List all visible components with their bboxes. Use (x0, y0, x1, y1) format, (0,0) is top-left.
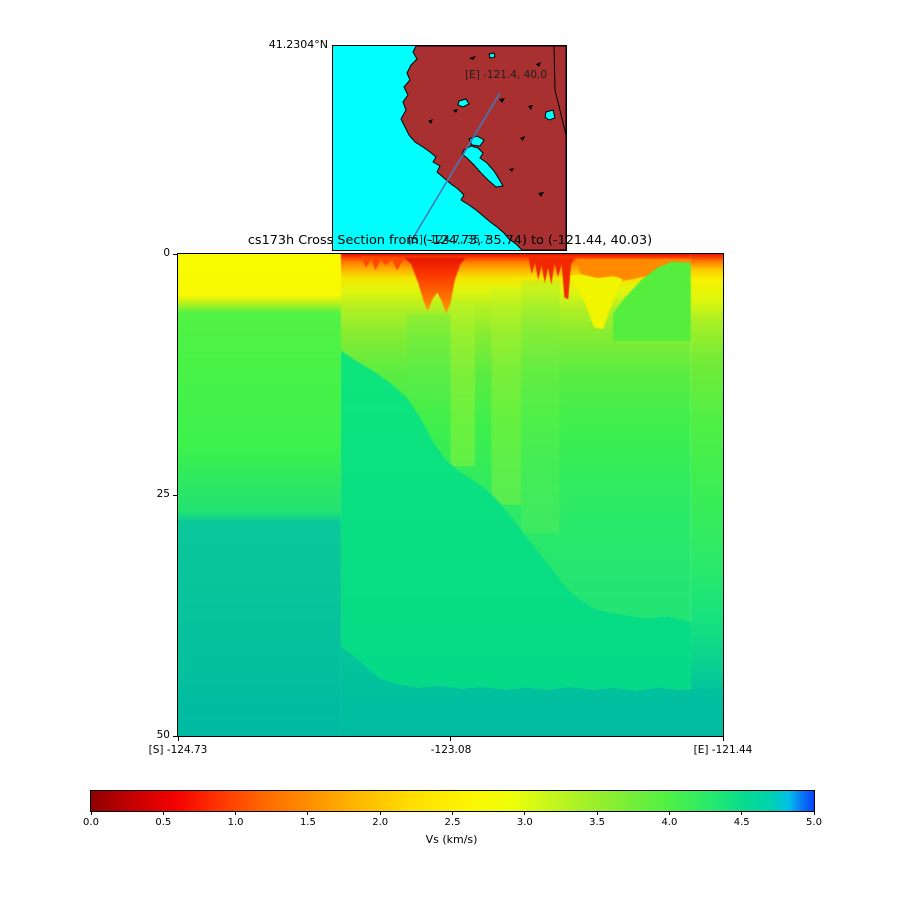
colorbar-tick-label: 0.5 (155, 817, 172, 828)
inset-map-svg (333, 46, 566, 250)
colorbar-tick-mark (162, 811, 164, 815)
colorbar-tick-mark (741, 811, 743, 815)
map-shape-terrain-mark-3 (499, 98, 505, 103)
colorbar-tick-mark (524, 811, 526, 815)
y-tick-label: 0 (163, 247, 170, 259)
x-tick-label: -123.08 (430, 744, 472, 756)
inset-map: [E] -121.4, 40.0 [S] -124.7, 35.7 (332, 45, 567, 251)
map-shape-terrain-mark-7 (538, 192, 544, 197)
x-tick-mark (722, 736, 724, 741)
map-shape-terrain-mark-6 (453, 109, 458, 113)
colorbar-tick-mark (90, 811, 92, 815)
map-shape-state-border (553, 46, 566, 136)
x-tick-mark (450, 736, 452, 741)
y-tick-mark (173, 735, 178, 737)
map-latitude-label: 41.2304°N (268, 38, 328, 51)
colorbar-tick-label: 4.0 (661, 817, 678, 828)
colorbar-tick-label: 2.0 (372, 817, 389, 828)
colorbar-tick-label: 0.0 (83, 817, 99, 828)
plot-title: cs173h Cross Section from (-124.73, 35.7… (247, 233, 653, 248)
cross-section-canvas (178, 254, 723, 736)
y-tick-label: 25 (156, 488, 170, 500)
colorbar-tick-mark (596, 811, 598, 815)
colorbar-tick-label: 4.5 (733, 817, 750, 828)
map-end-point-label: [E] -121.4, 40.0 (464, 69, 548, 81)
colorbar-tick-label: 5.0 (806, 817, 822, 828)
y-tick-mark (173, 494, 178, 496)
map-shape-clear-lake (457, 98, 470, 108)
map-shape-terrain-mark-4 (428, 119, 433, 124)
y-tick-label: 50 (156, 729, 170, 741)
x-tick-label: [E] -121.44 (693, 744, 753, 756)
colorbar: 0.0 0.5 1.0 1.5 2.0 2.5 3.0 3.5 4.0 4.5 5.0 (83, 790, 822, 828)
colorbar-tick-mark (452, 811, 453, 815)
map-shape-terrain-mark-2 (536, 62, 541, 67)
x-tick-label: [S] -124.73 (148, 744, 208, 756)
y-tick-mark (173, 253, 178, 255)
colorbar-tick-label: 1.5 (299, 817, 316, 828)
map-shape-terrain-mark-9 (528, 105, 533, 110)
colorbar-tick-mark (379, 811, 381, 815)
map-shape-land-coastline (400, 46, 566, 250)
map-shape-terrain-mark-5 (520, 136, 525, 141)
colorbar-tick-mark (668, 811, 670, 815)
map-shape-sf-bay (461, 145, 504, 188)
x-tick-mark (177, 736, 179, 741)
colorbar-tick-label: 2.5 (444, 817, 461, 828)
map-shape-small-lake (488, 52, 496, 59)
colorbar-tick-mark (813, 811, 815, 815)
colorbar-tick-label: 1.0 (227, 817, 244, 828)
map-start-point-label: [S] -124.7, 35.7 (407, 234, 491, 246)
colorbar-tick-label: 3.5 (589, 817, 606, 828)
cross-section-plot: 0 25 50 [S] -124.73 -123.08 [E] -121.44 (149, 247, 753, 756)
colorbar-tick-mark (235, 811, 237, 815)
colorbar-label: Vs (km/s) (425, 833, 478, 846)
colorbar-tick-label: 3.0 (516, 817, 533, 828)
map-shape-terrain-mark-8 (509, 168, 514, 172)
map-shape-section-line (409, 92, 501, 244)
map-shape-terrain-mark-1 (469, 56, 476, 60)
map-shape-lake-tahoe (544, 109, 556, 121)
colorbar-tick-mark (307, 811, 309, 815)
